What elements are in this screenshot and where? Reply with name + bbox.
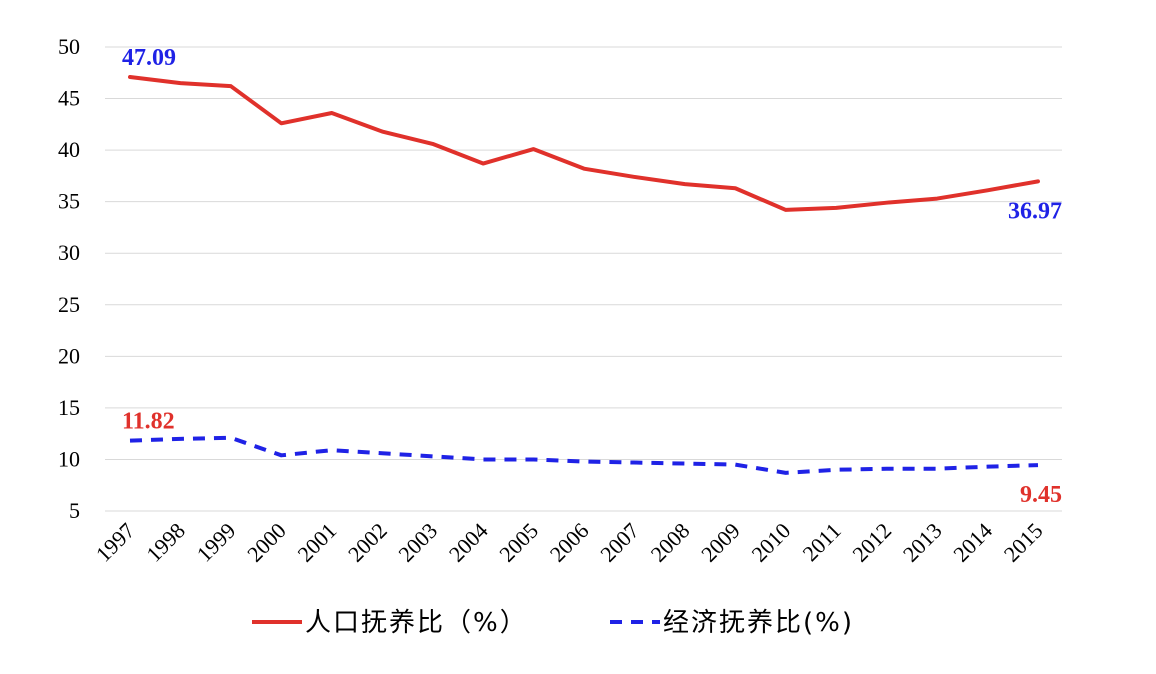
y-tick-label: 40 [58, 137, 80, 162]
y-tick-label: 20 [58, 343, 80, 368]
legend-label-population: 人口抚养比（%） [305, 608, 528, 638]
x-tick-label: 2011 [798, 518, 846, 566]
x-tick-label: 2014 [948, 518, 997, 567]
y-tick-label: 25 [58, 292, 80, 317]
series-lines [128, 75, 1040, 475]
x-tick-label: 2004 [444, 518, 493, 567]
x-tick-label: 1999 [192, 518, 241, 567]
series-0 [128, 75, 1040, 212]
data-label: 47.09 [122, 45, 176, 71]
data-annotations: 47.09 36.97 11.82 9.45 [122, 45, 1062, 508]
x-axis-ticks: 1997 1998 1999 2000 2001 2002 2003 2004 2005 2006… [91, 518, 1048, 567]
x-tick-label: 2003 [393, 518, 442, 567]
x-tick-label: 2007 [595, 518, 644, 567]
y-tick-label: 10 [58, 446, 80, 471]
x-tick-label: 2002 [343, 518, 392, 567]
series-line-0 [128, 75, 1040, 212]
y-tick-label: 30 [58, 240, 80, 265]
x-tick-label: 2012 [847, 518, 896, 567]
data-label: 36.97 [1008, 198, 1062, 224]
x-tick-label: 2001 [293, 518, 342, 567]
legend-label-economic: 经济抚养比(%) [663, 608, 854, 638]
legend: 人口抚养比（%） 经济抚养比(%) [252, 608, 854, 638]
y-tick-label: 35 [58, 189, 80, 214]
x-tick-label: 2005 [494, 518, 543, 567]
series-1 [129, 435, 1039, 475]
y-tick-label: 5 [69, 498, 80, 523]
x-tick-label: 1997 [91, 518, 140, 567]
y-tick-label: 50 [58, 34, 80, 59]
series-line-1 [129, 435, 1039, 475]
x-tick-label: 2013 [898, 518, 947, 567]
y-tick-label: 45 [58, 86, 80, 111]
x-tick-label: 2010 [747, 518, 796, 567]
x-tick-label: 2006 [545, 518, 594, 567]
data-label: 11.82 [122, 409, 175, 435]
data-label: 9.45 [1020, 482, 1062, 508]
y-axis-ticks: 5 10 15 20 25 30 35 40 45 50 [58, 34, 80, 523]
x-tick-label: 2008 [646, 518, 695, 567]
grid-lines [105, 46, 1062, 512]
x-tick-label: 1998 [141, 518, 190, 567]
x-tick-label: 2015 [999, 518, 1048, 567]
y-tick-label: 15 [58, 395, 80, 420]
x-tick-label: 2000 [242, 518, 291, 567]
x-tick-label: 2009 [696, 518, 745, 567]
